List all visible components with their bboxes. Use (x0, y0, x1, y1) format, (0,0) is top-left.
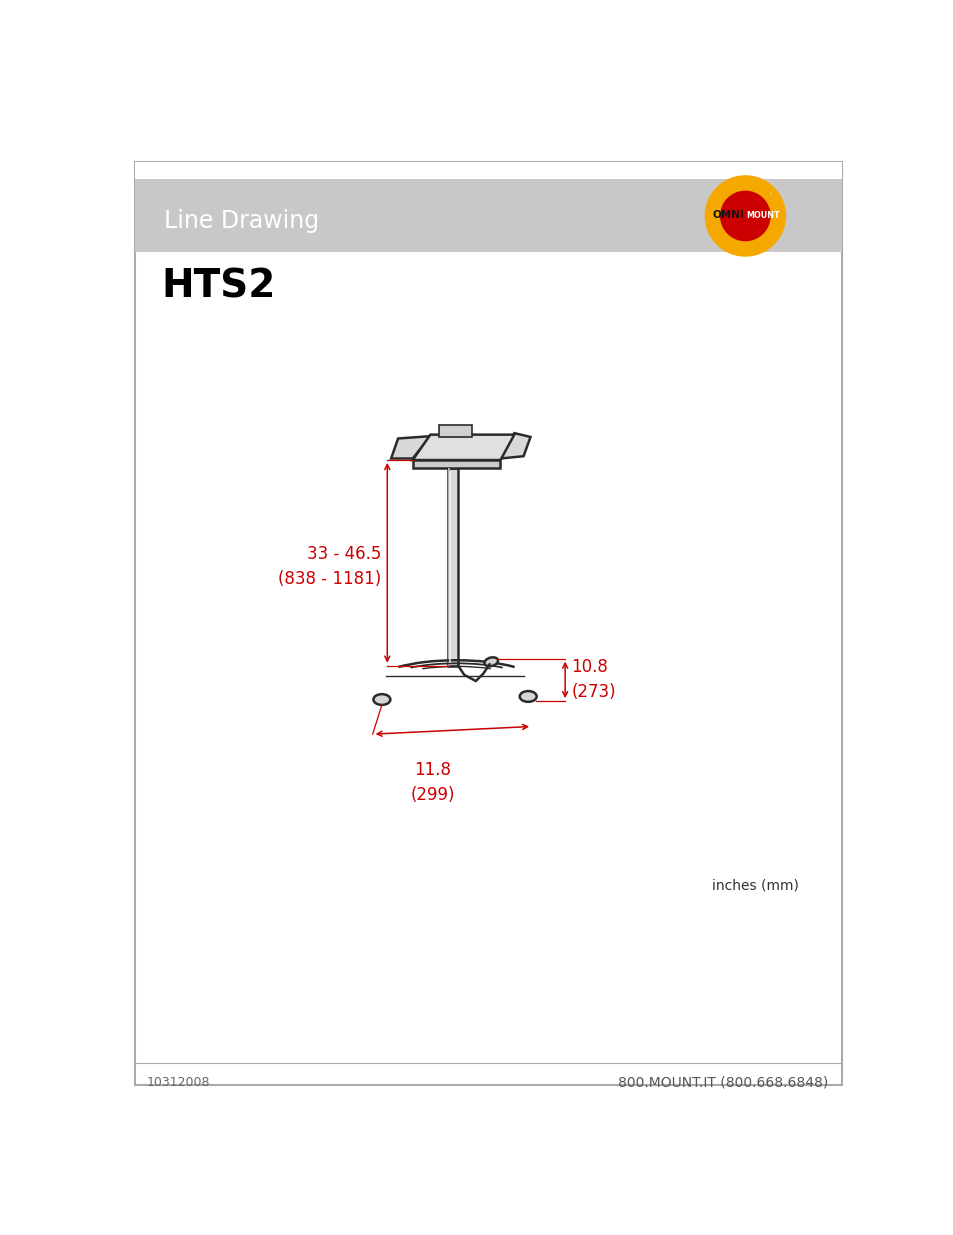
Text: HTS2: HTS2 (161, 268, 275, 306)
Polygon shape (500, 433, 530, 458)
Polygon shape (413, 461, 500, 468)
Ellipse shape (519, 692, 537, 701)
Polygon shape (413, 435, 514, 461)
Polygon shape (448, 468, 450, 666)
Ellipse shape (484, 657, 497, 666)
Circle shape (709, 180, 780, 252)
Text: 10312008: 10312008 (146, 1076, 210, 1089)
Polygon shape (438, 425, 472, 437)
Text: 33 - 46.5
(838 - 1181): 33 - 46.5 (838 - 1181) (277, 545, 381, 588)
Circle shape (704, 175, 784, 256)
Bar (135, 179, 841, 252)
Circle shape (720, 191, 769, 241)
Polygon shape (391, 436, 430, 458)
Text: 11.8
(299): 11.8 (299) (411, 761, 455, 804)
Text: MOUNT: MOUNT (745, 211, 779, 220)
Text: 800.MOUNT.IT (800.668.6848): 800.MOUNT.IT (800.668.6848) (618, 1076, 827, 1089)
Text: OMNI: OMNI (712, 210, 743, 220)
Ellipse shape (373, 694, 390, 705)
Text: inches (mm): inches (mm) (712, 879, 799, 893)
Text: ·: · (768, 189, 772, 199)
Bar (448, 468, 457, 666)
Text: Line Drawing: Line Drawing (164, 210, 318, 233)
Bar (135, 162, 841, 179)
Text: 10.8
(273): 10.8 (273) (571, 658, 616, 701)
